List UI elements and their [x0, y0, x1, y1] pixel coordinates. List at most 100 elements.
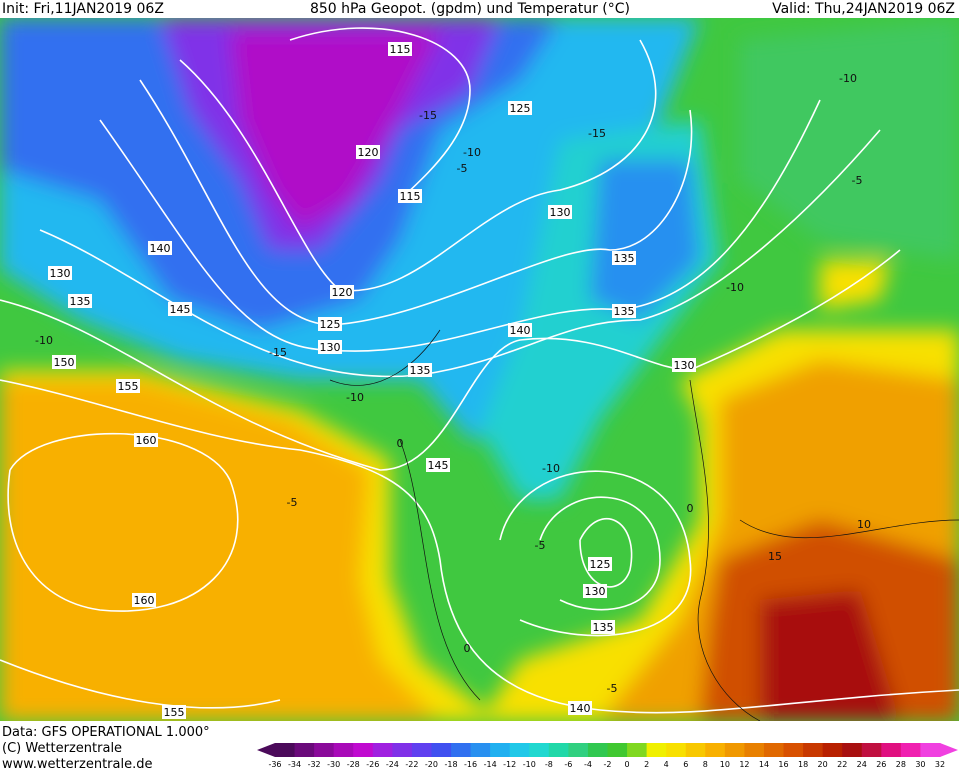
- scale-label: 26: [876, 760, 886, 769]
- geopotential-label: 145: [170, 303, 191, 316]
- scale-label: 8: [703, 760, 708, 769]
- label-box: [318, 317, 342, 331]
- copyright: (C) Wetterzentrale: [2, 741, 122, 756]
- geopotential-label: 125: [510, 102, 531, 115]
- temperature-label: -5: [607, 682, 618, 695]
- geopotential-label: 135: [614, 252, 635, 265]
- map-title: 850 hPa Geopot. (gpdm) und Temperatur (°…: [310, 1, 630, 17]
- color-swatch: [783, 743, 804, 757]
- label-box: [548, 205, 572, 219]
- temperature-label: -10: [726, 281, 744, 294]
- color-swatch: [451, 743, 472, 757]
- website: www.wetterzentrale.de: [2, 757, 152, 770]
- label-box: [148, 241, 172, 255]
- label-box: [356, 145, 380, 159]
- label-box: [162, 705, 186, 719]
- temperature-label: 10: [857, 518, 871, 531]
- temperature-label: 0: [687, 502, 694, 515]
- scale-label: -26: [366, 760, 379, 769]
- temperature-label: -10: [463, 146, 481, 159]
- temperature-contours: [329, 329, 959, 721]
- scale-label: 28: [896, 760, 906, 769]
- color-swatch: [431, 743, 452, 757]
- geopotential-label: 125: [590, 558, 611, 571]
- scale-label: 2: [644, 760, 649, 769]
- geopotential-label: 135: [410, 364, 431, 377]
- scale-label: 14: [759, 760, 769, 769]
- color-swatch: [705, 743, 726, 757]
- label-box: [330, 285, 354, 299]
- geopotential-label: 155: [118, 380, 139, 393]
- geopotential-label: 115: [400, 190, 421, 203]
- temperature-label: -5: [457, 162, 468, 175]
- scale-label: -20: [425, 760, 438, 769]
- color-swatch: [763, 743, 785, 757]
- color-swatch: [333, 743, 354, 757]
- color-swatch: [529, 743, 550, 757]
- label-box: [132, 593, 156, 607]
- scale-label: -36: [268, 760, 281, 769]
- scale-label: -22: [405, 760, 418, 769]
- label-box: [408, 363, 432, 377]
- color-swatch: [861, 743, 882, 757]
- geopotential-label: 145: [428, 459, 449, 472]
- scale-label: 30: [915, 760, 925, 769]
- color-swatch: [842, 743, 863, 757]
- color-swatch: [744, 743, 765, 757]
- label-box: [672, 358, 696, 372]
- map: 115 125 120 115 130 140 130 135 145 120 125 130 135 1…: [0, 18, 959, 721]
- geopotential-label: 130: [50, 267, 71, 280]
- scale-label: 32: [935, 760, 945, 769]
- geopotential-label: 160: [136, 434, 157, 447]
- scale-label: -16: [464, 760, 477, 769]
- color-swatch: [411, 743, 432, 757]
- scale-label: -30: [327, 760, 340, 769]
- color-swatch: [587, 743, 608, 757]
- geopotential-label: 135: [614, 305, 635, 318]
- label-box: [612, 304, 636, 318]
- temperature-label: -5: [287, 496, 298, 509]
- data-source: Data: GFS OPERATIONAL 1.000°: [2, 725, 210, 740]
- temperature-label: -15: [588, 127, 606, 140]
- label-box: [426, 458, 450, 472]
- color-swatch: [392, 743, 413, 757]
- geopotential-label: 150: [54, 356, 75, 369]
- color-swatch: [568, 743, 589, 757]
- label-box: [508, 323, 532, 337]
- scale-arrow-right: [940, 743, 958, 757]
- geopotential-label: 130: [320, 341, 341, 354]
- label-box: [588, 557, 612, 571]
- color-swatch: [607, 743, 628, 757]
- scale-label: -18: [444, 760, 457, 769]
- temperature-label: -5: [852, 174, 863, 187]
- color-swatch: [803, 743, 824, 757]
- scale-label: -10: [523, 760, 536, 769]
- label-box: [398, 189, 422, 203]
- color-swatch: [372, 743, 393, 757]
- scale-label: 16: [778, 760, 788, 769]
- scale-label: -24: [386, 760, 399, 769]
- geopotential-label: 140: [150, 242, 171, 255]
- contour-labels: 115 125 120 115 130 140 130 135 145 120 125 130 135 1…: [35, 42, 871, 719]
- color-swatch: [920, 743, 941, 757]
- geopotential-label: 115: [390, 43, 411, 56]
- color-swatch: [627, 743, 648, 757]
- color-swatch: [685, 743, 706, 757]
- temperature-label: -10: [542, 462, 560, 475]
- temperature-label: -10: [346, 391, 364, 404]
- geopotential-label: 120: [332, 286, 353, 299]
- label-box: [48, 266, 72, 280]
- color-swatch: [470, 743, 491, 757]
- label-box: [168, 302, 192, 316]
- geopotential-label: 130: [674, 359, 695, 372]
- scale-label: -4: [584, 760, 592, 769]
- valid-time: Valid: Thu,24JAN2019 06Z: [772, 1, 955, 17]
- geopotential-label: 155: [164, 706, 185, 719]
- label-box: [612, 251, 636, 265]
- label-box: [388, 42, 412, 56]
- label-box: [68, 294, 92, 308]
- geopotential-label: 130: [585, 585, 606, 598]
- geopotential-label: 130: [550, 206, 571, 219]
- temperature-label: -10: [839, 72, 857, 85]
